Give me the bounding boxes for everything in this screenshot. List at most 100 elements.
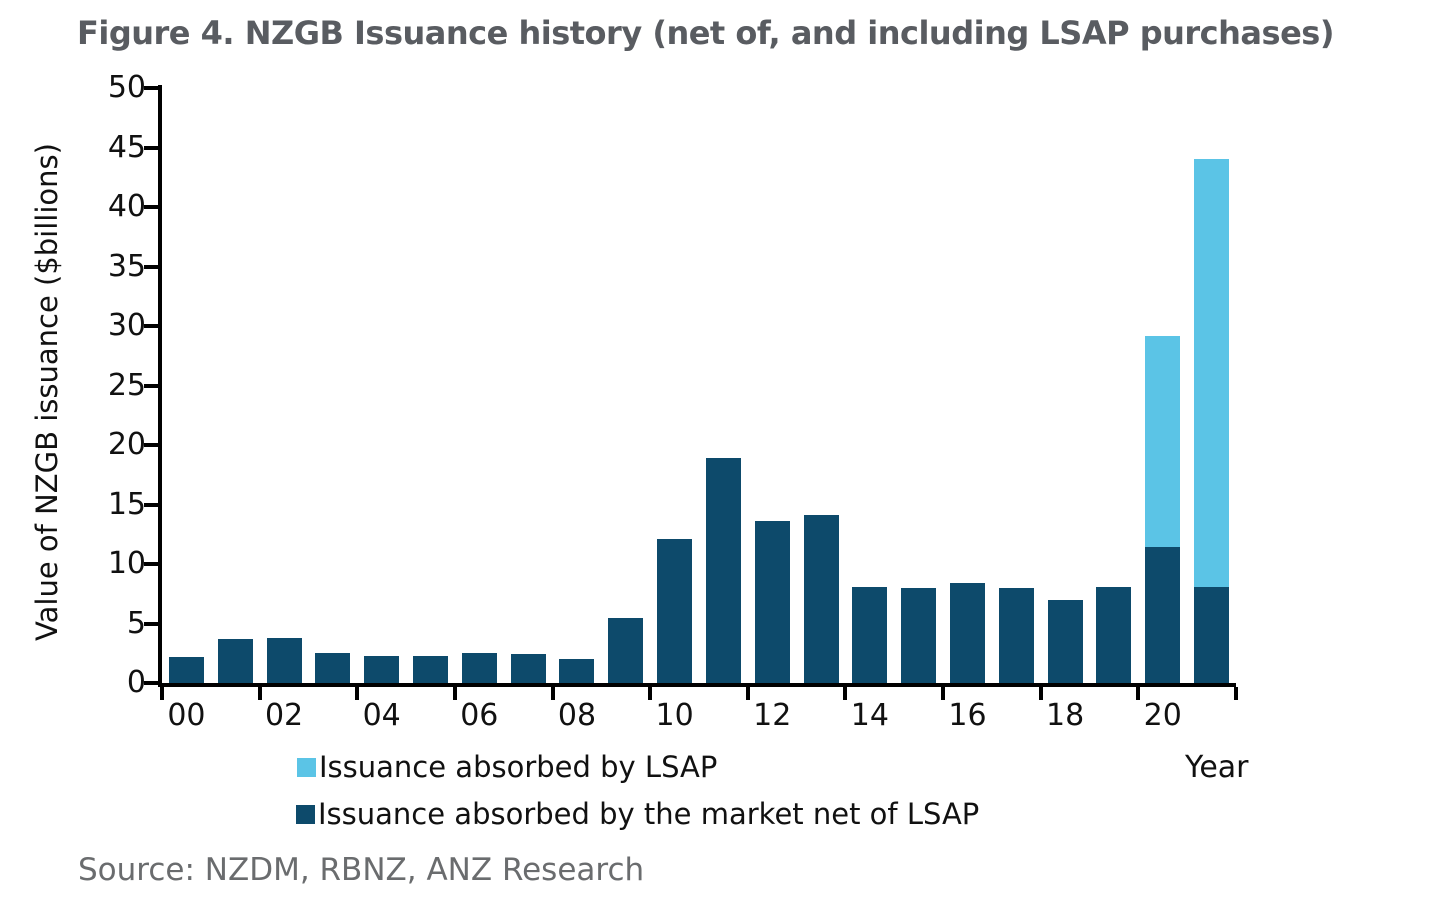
- bar-segment-net-15: [901, 588, 937, 683]
- bar-segment-net-12: [754, 521, 790, 683]
- y-axis-tick: [144, 502, 158, 507]
- source-note: Source: NZDM, RBNZ, ANZ Research: [78, 852, 645, 888]
- bar-segment-net-08: [559, 659, 595, 683]
- x-axis-tick: [160, 687, 164, 700]
- bar-year-18: [1047, 600, 1083, 683]
- x-axis-title: Year: [1185, 750, 1249, 785]
- y-axis-tick: [144, 621, 158, 626]
- y-axis-tick: [144, 145, 158, 150]
- y-axis-tick-label: 50: [107, 70, 146, 105]
- x-axis-tick: [1136, 687, 1141, 700]
- bar-segment-net-07: [510, 654, 546, 683]
- x-axis-tick: [843, 687, 848, 700]
- x-axis-tick-label: 10: [655, 698, 694, 733]
- x-axis-tick-label: 16: [948, 698, 987, 733]
- bar-year-11: [705, 458, 741, 683]
- bar-segment-net-16: [950, 583, 985, 683]
- bar-year-09: [608, 618, 644, 683]
- bar-segment-net-21: [1194, 587, 1230, 683]
- x-axis-tick-label: 02: [264, 698, 304, 733]
- bar-year-12: [754, 521, 790, 683]
- bar-segment-net-06: [461, 653, 497, 683]
- bar-year-08: [559, 659, 595, 683]
- bar-year-10: [657, 539, 693, 683]
- x-axis-tick: [745, 687, 750, 700]
- y-axis-tick: [144, 264, 158, 269]
- bar-year-21: [1194, 159, 1230, 683]
- y-axis-tick-label: 5: [126, 605, 146, 641]
- y-axis-tick: [144, 681, 158, 685]
- bar-year-04: [364, 656, 400, 683]
- bar-segment-net-10: [657, 539, 693, 683]
- x-axis-tick-label: 12: [753, 698, 792, 733]
- bar-segment-net-00: [168, 657, 204, 683]
- bar-year-06: [461, 653, 497, 683]
- bar-segment-net-17: [998, 588, 1034, 683]
- y-axis-tick-label: 30: [107, 308, 146, 343]
- legend-label-net: Issuance absorbed by the market net of L…: [318, 797, 980, 831]
- x-axis-tick-label: 08: [557, 698, 597, 733]
- bar-segment-net-13: [803, 515, 839, 683]
- y-axis-tick-label: 0: [126, 665, 146, 700]
- x-axis-tick: [355, 687, 360, 700]
- x-axis-tick: [257, 687, 262, 700]
- legend-item-lsap: Issuance absorbed by LSAP: [297, 750, 717, 784]
- y-axis-tick: [144, 383, 158, 388]
- plot-area: 00 02 04 06 08 10 12 14 16 18 20: [144, 85, 1238, 731]
- y-axis-tick: [144, 562, 158, 566]
- bar-year-17: [998, 588, 1034, 683]
- legend-item-net: Issuance absorbed by the market net of L…: [296, 797, 979, 831]
- y-axis-tick: [144, 205, 158, 209]
- legend-label-lsap: Issuance absorbed by LSAP: [319, 750, 718, 784]
- bar-year-14: [852, 587, 888, 683]
- x-axis-tick-label: 04: [362, 698, 401, 733]
- bar-year-01: [217, 639, 253, 683]
- bar-segment-net-05: [413, 656, 448, 683]
- bar-segment-net-11: [705, 458, 741, 683]
- bar-year-07: [510, 654, 546, 683]
- y-axis-tick-label: 20: [107, 427, 146, 462]
- y-axis-tick-label: 35: [107, 248, 146, 284]
- x-axis-tick-label: 18: [1046, 698, 1085, 733]
- y-axis-tick-label: 10: [107, 546, 146, 581]
- legend-swatch-net-icon: [296, 804, 315, 824]
- bar-year-00: [168, 657, 204, 683]
- bar-segment-net-09: [608, 618, 644, 683]
- x-axis-tick: [941, 687, 946, 700]
- bar-year-16: [950, 583, 985, 683]
- bar-segment-net-03: [315, 653, 351, 683]
- x-axis-tick: [452, 687, 457, 700]
- bar-segment-lsap-20: [1145, 336, 1181, 547]
- bar-segment-net-20: [1145, 547, 1181, 683]
- x-axis-tick: [550, 687, 555, 700]
- y-axis-tick-label: 25: [107, 367, 146, 403]
- x-axis-tick: [648, 687, 653, 700]
- bar-year-02: [266, 638, 302, 683]
- bar-segment-net-04: [364, 656, 400, 683]
- bar-segment-net-18: [1047, 600, 1083, 683]
- bar-year-20: [1145, 336, 1181, 683]
- x-axis-tick: [1038, 687, 1043, 700]
- bar-year-19: [1096, 587, 1132, 683]
- bar-segment-net-14: [852, 587, 888, 683]
- x-axis-tick-label: 00: [167, 698, 206, 733]
- y-axis-tick: [144, 324, 158, 328]
- x-axis-tick-label: 14: [850, 698, 889, 733]
- bar-segment-net-19: [1096, 587, 1132, 683]
- y-axis-tick: [144, 86, 158, 90]
- y-axis-tick-label: 15: [107, 486, 146, 522]
- bar-year-15: [901, 588, 937, 683]
- bar-year-03: [315, 653, 351, 683]
- legend-swatch-lsap-icon: [297, 757, 316, 777]
- bar-segment-net-01: [217, 639, 253, 683]
- x-axis-tick-label: 06: [460, 698, 499, 733]
- y-axis-tick-label: 40: [107, 189, 146, 224]
- figure-title: Figure 4. NZGB Issuance history (net of,…: [77, 14, 1334, 52]
- bar-year-05: [413, 656, 448, 683]
- x-axis-tick-label: 20: [1143, 698, 1182, 733]
- bar-segment-lsap-21: [1194, 159, 1230, 587]
- y-axis-tick: [144, 443, 158, 447]
- bar-segment-net-02: [266, 638, 302, 683]
- x-axis-tick: [1234, 687, 1238, 700]
